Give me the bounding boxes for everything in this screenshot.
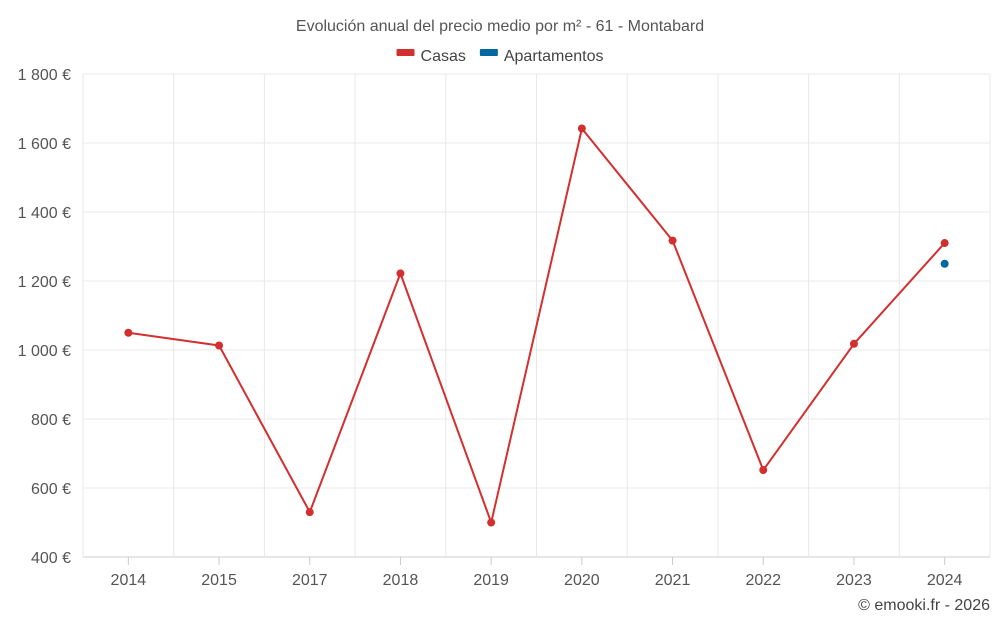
data-point-casas [215, 341, 224, 350]
y-tick-label: 1 200 € [18, 274, 71, 291]
y-tick-label: 1 600 € [18, 136, 71, 153]
data-point-casas [577, 124, 586, 133]
data-point-casas [124, 328, 133, 337]
y-tick-label: 600 € [31, 481, 71, 498]
data-point-casas [668, 236, 677, 245]
y-tick-label: 1 000 € [18, 343, 71, 360]
series-layer [124, 124, 949, 527]
x-tick-label: 2020 [564, 572, 600, 589]
x-tick-label: 2023 [836, 572, 872, 589]
y-tick-label: 800 € [31, 412, 71, 429]
credit-text: © emooki.fr - 2026 [858, 597, 990, 614]
series-line-casas [128, 127, 946, 524]
data-point-casas [487, 518, 496, 527]
legend: Casas Apartamentos [396, 48, 604, 65]
data-point-casas [940, 239, 949, 248]
data-point-casas [759, 466, 768, 475]
data-point-casas [396, 269, 405, 278]
x-tick-label: 2017 [292, 572, 328, 589]
y-tick-label: 1 800 € [18, 67, 71, 84]
grid [82, 73, 991, 558]
chart-title: Evolución anual del precio medio por m² … [296, 18, 704, 35]
legend-label-casas[interactable]: Casas [421, 48, 466, 65]
y-tick-label: 1 400 € [18, 205, 71, 222]
x-tick-label: 2018 [383, 572, 419, 589]
data-point-casas [305, 508, 314, 517]
x-tick-label: 2022 [745, 572, 781, 589]
x-tick-label: 2021 [655, 572, 691, 589]
y-axis: 400 € 600 € 800 € 1 000 € 1 200 € 1 400 € 1 60… [18, 67, 71, 567]
data-point-casas [849, 339, 858, 348]
x-tick-label: 2019 [473, 572, 509, 589]
legend-label-apartamentos[interactable]: Apartamentos [504, 48, 604, 65]
x-tick-label: 2014 [111, 572, 147, 589]
legend-swatch-casas [396, 49, 415, 56]
x-tick-label: 2015 [201, 572, 237, 589]
x-axis: 2014 2015 2017 2018 2019 2020 2021 2022 2023 2024 [111, 557, 963, 589]
x-tick-label: 2024 [927, 572, 963, 589]
data-point-apartamentos [940, 259, 949, 268]
y-tick-label: 400 € [31, 550, 71, 567]
legend-swatch-apartamentos [479, 49, 498, 56]
